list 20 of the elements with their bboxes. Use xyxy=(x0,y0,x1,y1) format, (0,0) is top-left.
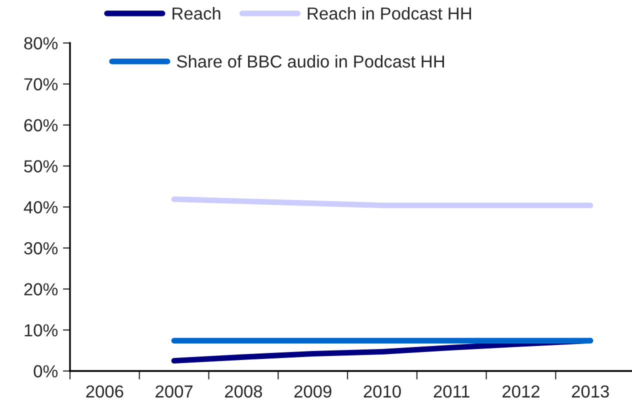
y-tick-label: 0% xyxy=(34,365,58,378)
legend-label: Share of BBC audio in Podcast HH xyxy=(176,54,444,68)
legend-label: Reach in Podcast HH xyxy=(308,6,471,20)
x-tick-label: 2009 xyxy=(294,385,332,398)
y-tick-label: 20% xyxy=(24,283,58,296)
y-tick-label: 30% xyxy=(24,242,58,254)
y-tick-label: 70% xyxy=(24,78,58,90)
x-tick-label: 2007 xyxy=(156,385,193,398)
x-tick-label: 2010 xyxy=(364,385,401,398)
y-tick-label: 50% xyxy=(24,160,58,172)
legend-label: Reach xyxy=(172,6,220,20)
x-tick-label: 2008 xyxy=(225,385,262,398)
x-tick-label: 2013 xyxy=(572,385,609,398)
y-tick-label: 10% xyxy=(24,324,58,336)
y-tick-label: 40% xyxy=(24,201,58,214)
y-tick-label: 60% xyxy=(24,119,58,132)
y-tick-label: 80% xyxy=(24,37,58,50)
x-tick-label: 2011 xyxy=(434,385,470,398)
x-tick-label: 2006 xyxy=(86,385,124,398)
x-tick-label: 2012 xyxy=(502,385,540,398)
